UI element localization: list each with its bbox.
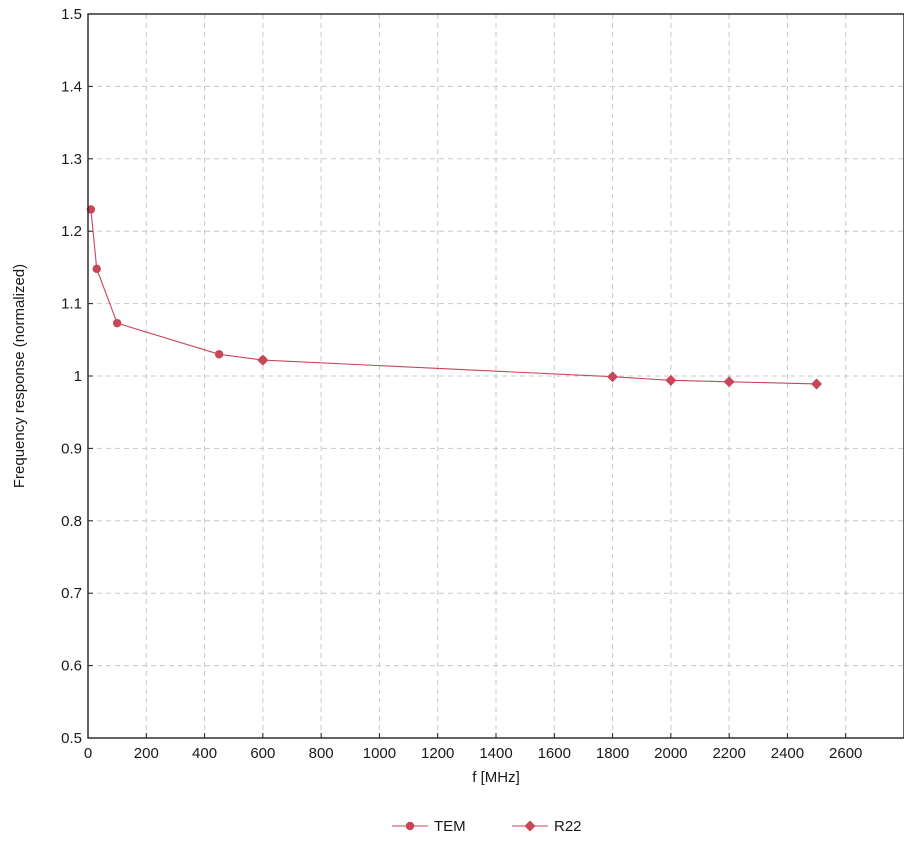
y-tick-label: 1.4	[61, 78, 82, 95]
y-tick-label: 1.3	[61, 151, 82, 168]
tem-legend-label: TEM	[434, 818, 466, 835]
x-tick-label: 0	[84, 745, 92, 762]
r22-data-point	[665, 374, 677, 386]
series-lines	[90, 209, 817, 385]
r22-data-point	[723, 376, 735, 388]
x-tick-label: 1000	[363, 745, 396, 762]
x-tick-label: 2400	[771, 745, 804, 762]
x-tick-label: 800	[309, 745, 334, 762]
x-tick-label: 2600	[829, 745, 862, 762]
tem-data-point	[86, 205, 96, 214]
tem-data-point	[92, 264, 101, 274]
y-axis-ticks: 0.5 0.6 0.7 0.8 0.9 1 1.1 1.2 1.3 1.4 1.5	[61, 6, 93, 747]
x-tick-label: 1400	[479, 745, 512, 762]
x-tick-label: 600	[250, 745, 275, 762]
x-tick-label: 400	[192, 745, 217, 762]
x-tick-label: 2000	[654, 745, 687, 762]
r22-series-line	[262, 359, 817, 385]
y-tick-label: 0.8	[61, 513, 82, 530]
y-tick-label: 1.5	[61, 6, 82, 23]
series-markers	[86, 205, 823, 390]
r22-legend-marker	[524, 820, 536, 832]
y-tick-label: 0.7	[61, 585, 82, 602]
r22-data-point	[811, 378, 823, 390]
y-tick-label: 0.5	[61, 730, 82, 747]
r22-data-point	[257, 354, 269, 366]
x-tick-label: 2200	[712, 745, 745, 762]
y-tick-label: 0.9	[61, 440, 82, 457]
tem-series-line	[90, 209, 263, 361]
legend: TEM R22	[392, 818, 582, 835]
x-tick-label: 1800	[596, 745, 629, 762]
grid	[88, 14, 904, 738]
x-tick-label: 1600	[538, 745, 571, 762]
tem-data-point	[214, 350, 224, 359]
tem-legend-marker	[405, 821, 415, 831]
plot-frame	[87, 13, 904, 739]
x-tick-label: 1200	[421, 745, 454, 762]
x-axis-title: f [MHz]	[472, 769, 520, 786]
y-tick-label: 1.1	[61, 296, 82, 313]
y-tick-label: 1.2	[61, 223, 82, 240]
y-tick-label: 0.6	[61, 658, 82, 675]
r22-legend-label: R22	[554, 818, 582, 835]
r22-data-point	[607, 371, 619, 383]
tem-data-point	[112, 318, 122, 328]
y-axis-title: Frequency response (normalized)	[11, 264, 28, 488]
x-tick-label: 200	[134, 745, 159, 762]
y-tick-label: 1	[74, 368, 82, 385]
